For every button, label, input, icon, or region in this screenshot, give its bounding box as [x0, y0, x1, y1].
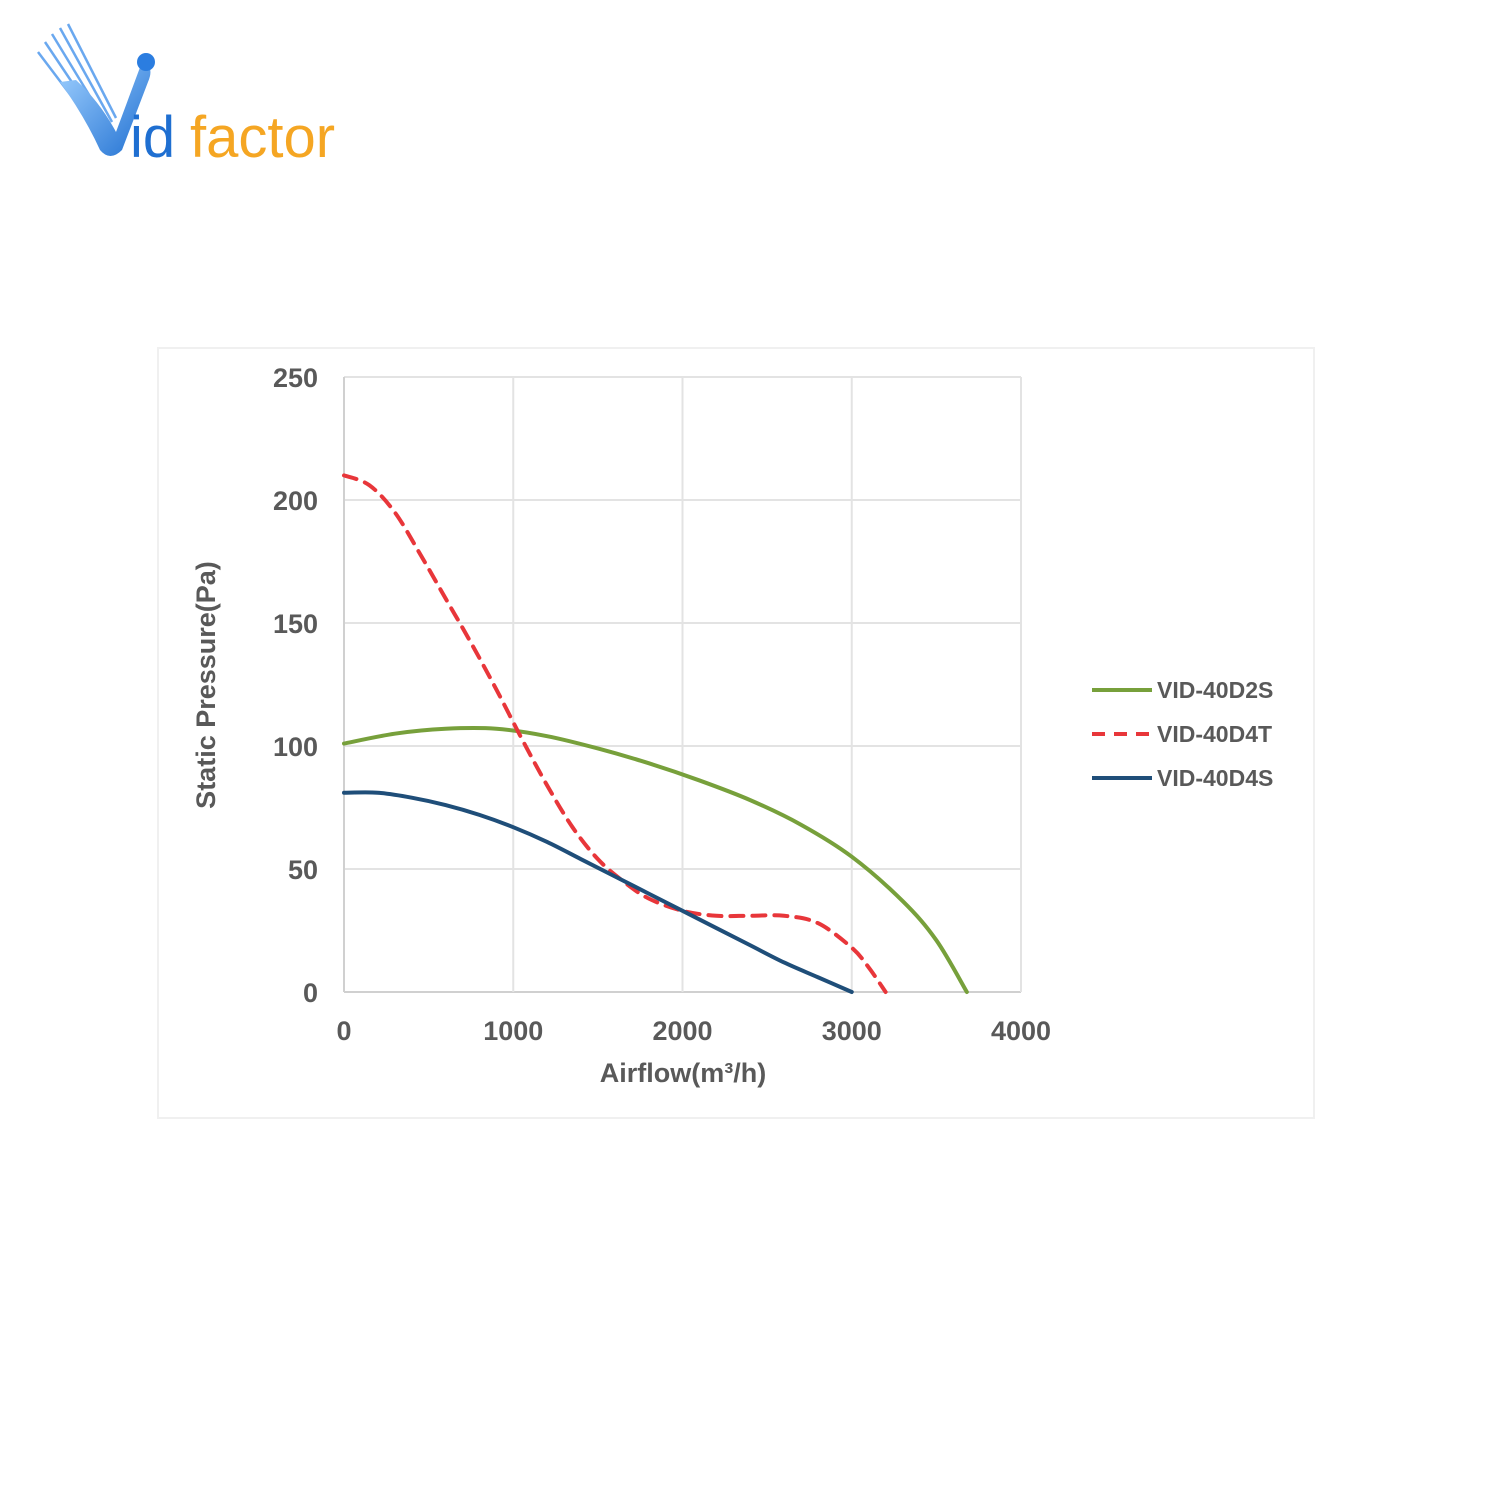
series-line-vid-40d4t	[342, 473, 888, 994]
series-line-vid-40d4s	[342, 790, 854, 994]
series-lines	[342, 473, 969, 994]
y-tick-label: 100	[273, 732, 318, 762]
legend: VID-40D2S VID-40D4T VID-40D4S	[1092, 677, 1273, 791]
logo-text-id: id	[130, 105, 175, 170]
series-line-vid-40d2s	[342, 726, 969, 994]
grid	[343, 376, 1022, 993]
x-tick-label: 1000	[483, 1016, 543, 1046]
x-tick-label: 3000	[822, 1016, 882, 1046]
x-axis-title: Airflow(m³/h)	[600, 1058, 766, 1088]
logo-text-factor: factor	[190, 105, 335, 170]
y-tick-label: 0	[303, 978, 318, 1008]
legend-label-vid-40d4t: VID-40D4T	[1157, 721, 1272, 747]
bird-head-icon	[137, 53, 155, 71]
y-tick-label: 50	[288, 855, 318, 885]
tick-labels: 0 50 100 150 200 250 0 1000 2000 3000 4000	[273, 363, 1051, 1046]
x-tick-label: 2000	[652, 1016, 712, 1046]
x-tick-label: 0	[336, 1016, 351, 1046]
y-tick-label: 250	[273, 363, 318, 393]
y-tick-label: 200	[273, 486, 318, 516]
legend-label-vid-40d2s: VID-40D2S	[1157, 677, 1273, 703]
legend-label-vid-40d4s: VID-40D4S	[1157, 765, 1273, 791]
logo-v-shape	[60, 62, 151, 156]
y-axis-title: Static Pressure(Pa)	[191, 561, 221, 809]
logo-graphic: id factor	[37, 23, 335, 170]
y-tick-label: 150	[273, 609, 318, 639]
x-tick-label: 4000	[991, 1016, 1051, 1046]
vidfactor-logo: id factor	[30, 22, 390, 172]
